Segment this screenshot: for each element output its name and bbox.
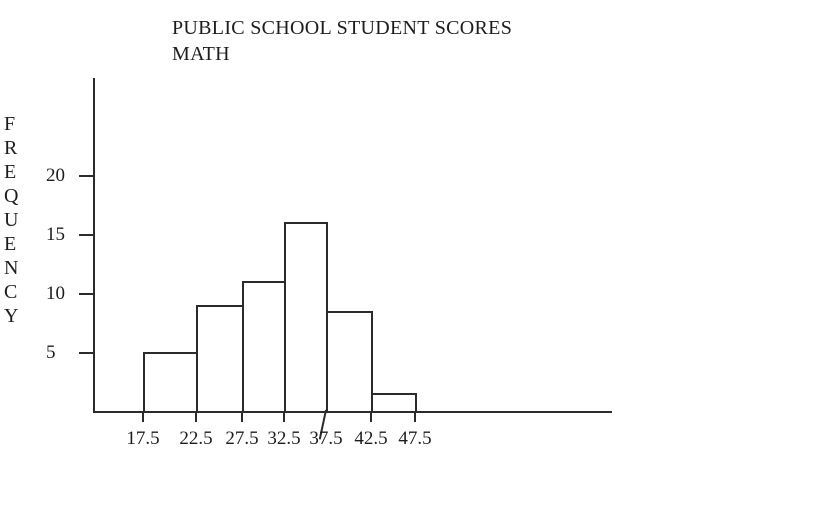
x-axis-tick: [142, 411, 144, 422]
y-axis-label-letter: C: [4, 281, 18, 303]
y-axis-tick: [79, 234, 95, 236]
x-axis-tick: [241, 411, 243, 422]
y-tick-label: 10: [46, 283, 65, 304]
x-tick-label: 42.5: [354, 428, 388, 449]
y-axis-label-letter: E: [4, 233, 17, 255]
y-tick-label: 5: [46, 342, 56, 363]
y-axis-tick: [79, 175, 95, 177]
y-axis-line: [93, 78, 95, 413]
y-axis-label-letter: Y: [4, 305, 19, 327]
x-axis-line: [93, 411, 612, 413]
y-tick-label: 20: [46, 165, 65, 186]
x-tick-label: 47.5: [398, 428, 432, 449]
y-axis-label-letter: R: [4, 137, 18, 159]
histogram-bar: [196, 305, 244, 413]
y-axis-label-letter: U: [4, 209, 19, 231]
x-axis-tick: [414, 411, 416, 422]
chart-title: PUBLIC SCHOOL STUDENT SCORES MATH: [172, 15, 512, 67]
y-axis-label-letter: E: [4, 161, 17, 183]
x-tick-label: 22.5: [179, 428, 213, 449]
histogram-bar: [284, 222, 328, 413]
histogram-bar: [326, 311, 373, 413]
chart-title-line2: MATH: [172, 43, 230, 65]
y-axis-label-letter: N: [4, 257, 19, 279]
x-axis-tick: [370, 411, 372, 422]
x-tick-label: 32.5: [267, 428, 301, 449]
histogram-bar: [371, 393, 417, 413]
x-tick-label: 37.5: [309, 428, 343, 449]
y-axis-tick: [79, 293, 95, 295]
x-tick-label: 27.5: [225, 428, 259, 449]
x-axis-tick: [195, 411, 197, 422]
x-axis-tick: [283, 411, 285, 422]
histogram-bar: [242, 281, 286, 413]
y-axis-tick: [79, 352, 95, 354]
histogram-bar: [143, 352, 198, 413]
y-axis-label-letter: Q: [4, 185, 19, 207]
y-tick-label: 15: [46, 224, 65, 245]
chart-title-line1: PUBLIC SCHOOL STUDENT SCORES: [172, 17, 513, 39]
y-axis-label-letter: F: [4, 113, 16, 135]
x-tick-label: 17.5: [126, 428, 160, 449]
